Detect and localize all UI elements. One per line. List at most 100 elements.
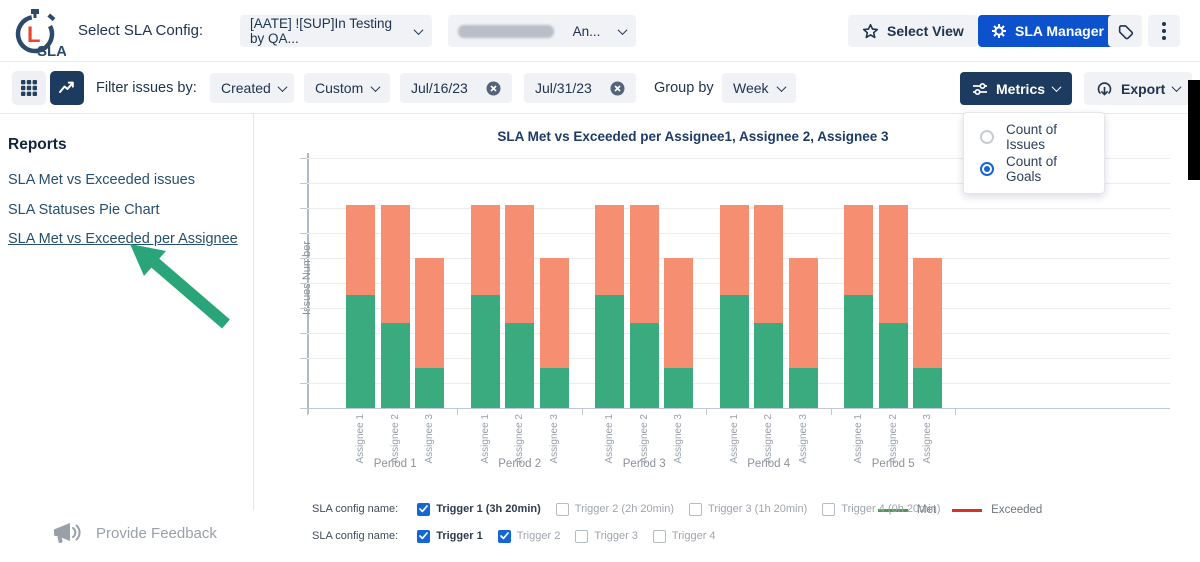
chevron-down-icon <box>1171 82 1182 93</box>
bar-met-period4-assignee3[interactable] <box>789 368 818 408</box>
legend-label: Exceeded <box>991 504 1043 516</box>
field-dropdown[interactable]: Created <box>210 73 294 103</box>
sla-logo-icon: L SLA <box>15 9 66 59</box>
chart-view-button[interactable] <box>50 71 84 105</box>
chevron-down-icon <box>617 24 628 35</box>
bar-exceeded-period3-assignee2[interactable] <box>630 205 659 323</box>
radio-selected-icon[interactable] <box>980 162 994 176</box>
trigger-checkbox-1-4[interactable]: Trigger 4 (0h 20min) <box>822 502 941 516</box>
checkbox-checked-icon[interactable] <box>417 529 431 543</box>
select-view-button[interactable]: Select View <box>848 15 978 47</box>
bar-exceeded-period5-assignee3[interactable] <box>913 258 942 368</box>
checkbox-checked-icon[interactable] <box>497 529 511 543</box>
report-link-3[interactable]: SLA Met vs Exceeded per Assignee <box>8 231 238 247</box>
trigger-checkbox-2-1[interactable]: Trigger 1 <box>417 529 483 543</box>
select-sla-config-label: Select SLA Config: <box>78 22 204 39</box>
trigger-checkbox-1-3[interactable]: Trigger 3 (1h 20min) <box>689 502 807 516</box>
metrics-option-2[interactable]: Count of Goals <box>964 153 1104 185</box>
x-axis-period-label: Period 2 <box>498 458 542 470</box>
x-axis-tick <box>831 409 832 415</box>
sla-manager-button[interactable]: SLA Manager <box>978 15 1117 47</box>
chevron-down-icon <box>1051 82 1062 93</box>
x-axis-tick <box>307 409 308 415</box>
gear-icon <box>992 24 1006 38</box>
radio-icon[interactable] <box>980 130 994 144</box>
checkbox-checked-icon[interactable] <box>417 502 431 516</box>
x-axis-bar-label: Assignee 3 <box>797 414 809 464</box>
bar-exceeded-period2-assignee3[interactable] <box>540 258 569 368</box>
bar-met-period5-assignee3[interactable] <box>913 368 942 408</box>
x-axis-bar-label: Assignee 2 <box>638 414 650 464</box>
sla-config-dropdown-value: [AATE] ![SUP]In Testing by QA... <box>250 16 393 46</box>
date-from-chip[interactable]: Jul/16/23 <box>400 73 512 103</box>
bar-met-period1-assignee2[interactable] <box>381 323 410 408</box>
bar-met-period2-assignee1[interactable] <box>471 295 500 408</box>
bar-met-period3-assignee2[interactable] <box>630 323 659 408</box>
report-link-1[interactable]: SLA Met vs Exceeded issues <box>8 172 195 188</box>
sla-config-name-label: SLA config name: <box>312 530 399 542</box>
trigger-checkbox-2-3[interactable]: Trigger 3 <box>575 529 638 543</box>
bar-exceeded-period4-assignee1[interactable] <box>720 205 749 295</box>
chevron-down-icon <box>413 24 424 35</box>
tag-button[interactable] <box>1108 15 1142 47</box>
bar-exceeded-period2-assignee2[interactable] <box>505 205 534 323</box>
trigger-checkbox-2-2[interactable]: Trigger 2 <box>497 529 560 543</box>
x-axis-bar-label: Assignee 3 <box>548 414 560 464</box>
bar-met-period1-assignee3[interactable] <box>415 368 444 408</box>
bar-met-period3-assignee3[interactable] <box>664 368 693 408</box>
more-options-button[interactable] <box>1148 15 1180 47</box>
checkbox-icon[interactable] <box>822 502 836 516</box>
check-icon <box>419 505 429 513</box>
gridline <box>307 183 1170 184</box>
group-by-dropdown[interactable]: Week <box>722 73 796 103</box>
bar-exceeded-period5-assignee2[interactable] <box>879 205 908 323</box>
megaphone-icon <box>54 523 81 544</box>
bar-met-period2-assignee3[interactable] <box>540 368 569 408</box>
bar-exceeded-period1-assignee3[interactable] <box>415 258 444 368</box>
trigger-checkbox-1-2[interactable]: Trigger 2 (2h 20min) <box>555 502 674 516</box>
export-button[interactable]: Export <box>1084 72 1193 105</box>
bar-met-period2-assignee2[interactable] <box>505 323 534 408</box>
clear-date-icon[interactable] <box>486 81 501 96</box>
check-icon <box>499 532 509 540</box>
trigger-checkbox-2-4[interactable]: Trigger 4 <box>652 529 716 543</box>
x-axis-bar-label: Assignee 1 <box>354 414 366 464</box>
bar-exceeded-period4-assignee2[interactable] <box>754 205 783 323</box>
screen-edge-artifact <box>1188 80 1200 180</box>
bar-met-period1-assignee1[interactable] <box>346 295 375 408</box>
field-dropdown-value: Created <box>221 80 271 96</box>
assignee-dropdown[interactable]: An... <box>448 15 636 47</box>
trigger-checkbox-1-1[interactable]: Trigger 1 (3h 20min) <box>417 502 541 516</box>
bar-exceeded-period5-assignee1[interactable] <box>844 205 873 295</box>
date-to-chip[interactable]: Jul/31/23 <box>524 73 636 103</box>
bar-exceeded-period3-assignee1[interactable] <box>595 205 624 295</box>
bar-met-period5-assignee2[interactable] <box>879 323 908 408</box>
checkbox-icon[interactable] <box>555 502 569 516</box>
bar-exceeded-period1-assignee1[interactable] <box>346 205 375 295</box>
chevron-down-icon <box>370 81 381 92</box>
bar-exceeded-period1-assignee2[interactable] <box>381 205 410 323</box>
table-view-button[interactable] <box>12 71 46 105</box>
bar-exceeded-period2-assignee1[interactable] <box>471 205 500 295</box>
date-to-value: Jul/31/23 <box>535 80 592 96</box>
star-icon <box>862 23 879 38</box>
metrics-option-1[interactable]: Count of Issues <box>964 121 1104 153</box>
metrics-button[interactable]: Metrics <box>960 72 1073 105</box>
report-link-2[interactable]: SLA Statuses Pie Chart <box>8 202 160 218</box>
provide-feedback-button[interactable]: Provide Feedback <box>52 520 217 546</box>
x-axis-period-label: Period 4 <box>747 458 791 470</box>
clear-date-icon[interactable] <box>610 81 625 96</box>
sla-config-dropdown[interactable]: [AATE] ![SUP]In Testing by QA... <box>240 15 432 47</box>
bar-met-period3-assignee1[interactable] <box>595 295 624 408</box>
checkbox-icon[interactable] <box>689 502 703 516</box>
checkbox-icon[interactable] <box>575 529 589 543</box>
bar-met-period4-assignee1[interactable] <box>720 295 749 408</box>
bar-met-period4-assignee2[interactable] <box>754 323 783 408</box>
bar-met-period5-assignee1[interactable] <box>844 295 873 408</box>
range-dropdown[interactable]: Custom <box>304 73 390 103</box>
bar-exceeded-period3-assignee3[interactable] <box>664 258 693 368</box>
group-by-value: Week <box>733 80 769 96</box>
bar-exceeded-period4-assignee3[interactable] <box>789 258 818 368</box>
x-axis-bar-label: Assignee 3 <box>921 414 933 464</box>
checkbox-icon[interactable] <box>652 529 666 543</box>
